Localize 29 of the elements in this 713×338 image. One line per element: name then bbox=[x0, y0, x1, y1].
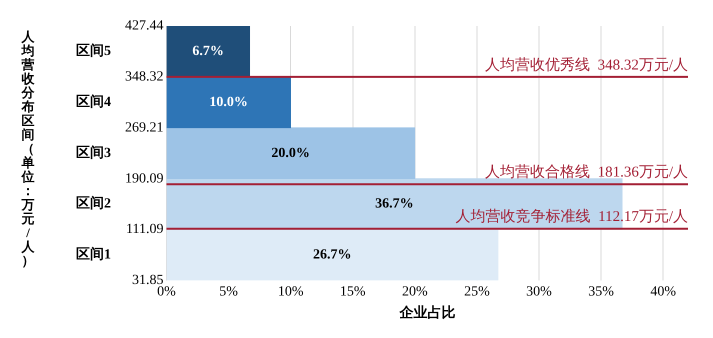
x-tick-label: 5% bbox=[219, 284, 238, 300]
x-tick-label: 15% bbox=[340, 284, 366, 300]
y-tick-label: 348.32 bbox=[125, 70, 164, 85]
x-tick-label: 25% bbox=[464, 284, 490, 300]
text: 人均营收分布区间（单位：万元/人） bbox=[22, 29, 34, 268]
category-label: 区间1 bbox=[76, 248, 111, 263]
x-tick-label: 10% bbox=[278, 284, 304, 300]
y-tick-label: 427.44 bbox=[125, 18, 164, 34]
category-label: 区间2 bbox=[76, 196, 111, 212]
x-tick-label: 0% bbox=[157, 284, 176, 300]
data-label: 6.7% bbox=[192, 44, 224, 60]
data-label: 10.0% bbox=[209, 94, 248, 110]
x-tick-label: 40% bbox=[650, 284, 676, 300]
y-tick-label: 190.09 bbox=[125, 171, 164, 186]
y-tick-label: 269.21 bbox=[125, 120, 164, 136]
ref-line-label: 人均营收合格线 181.36万元/人 bbox=[485, 164, 688, 181]
category-label: 区间3 bbox=[76, 146, 111, 161]
category-label: 区间5 bbox=[76, 44, 111, 60]
data-label: 26.7% bbox=[313, 248, 352, 263]
x-tick-label: 20% bbox=[402, 284, 428, 300]
ref-line-label: 人均营收优秀线 348.32万元/人 bbox=[485, 56, 688, 74]
data-label: 36.7% bbox=[375, 196, 414, 212]
ref-line-label: 人均营收竞争标准线 112.17万元/人 bbox=[456, 208, 688, 226]
data-label: 20.0% bbox=[271, 146, 310, 161]
x-tick-label: 35% bbox=[588, 284, 614, 300]
x-axis-title: 企业占比 bbox=[398, 305, 456, 322]
category-label: 区间4 bbox=[76, 94, 111, 110]
y-tick-label: 111.09 bbox=[126, 222, 164, 238]
x-tick-label: 30% bbox=[526, 284, 552, 300]
